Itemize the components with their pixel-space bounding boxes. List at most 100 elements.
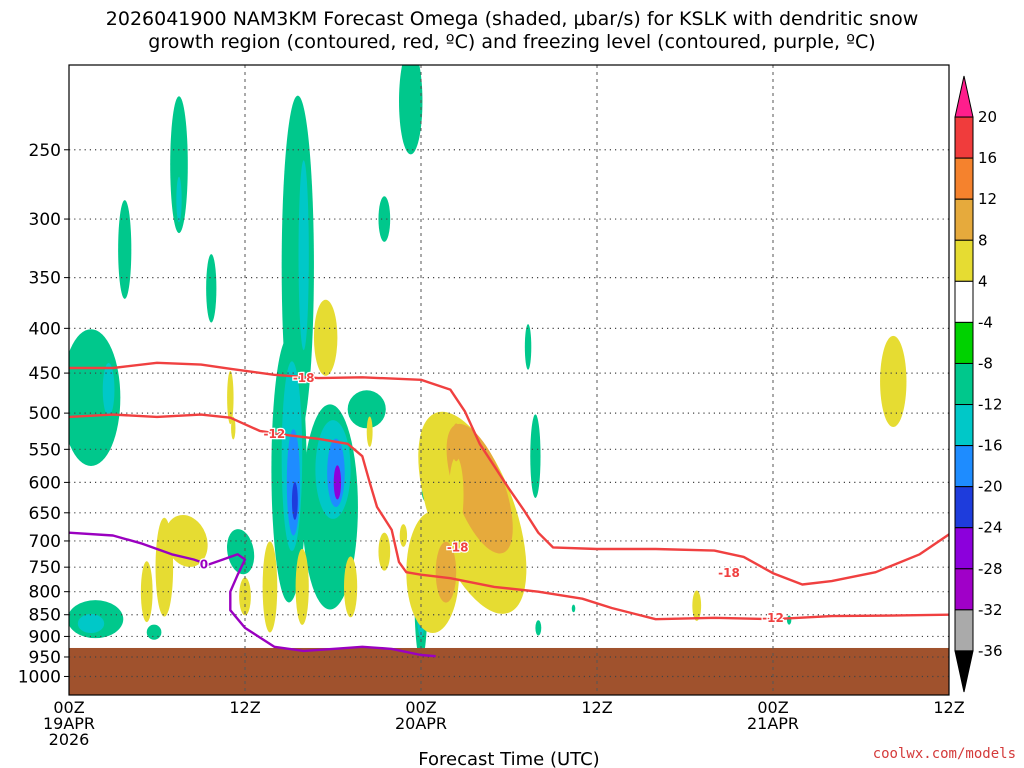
x-tick-label-0-1: 19APR: [43, 714, 95, 733]
omega-shade-region-37: [448, 456, 464, 533]
omega-shade-region-35: [406, 511, 460, 633]
omega-shade-region-38: [451, 423, 461, 462]
y-tick-label-1000: 1000: [18, 667, 61, 687]
colorbar-swatch-12: [954, 568, 974, 611]
credit-text: coolwx.com/models: [872, 746, 1016, 762]
colorbar-top-arrow: [954, 75, 974, 118]
omega-shade-region-44: [239, 577, 251, 616]
colorbar-label-7: -12: [978, 396, 1003, 414]
omega-shade-region-49: [378, 532, 391, 571]
colorbar-swatch-11: [954, 527, 974, 570]
chart-title-line-1: 2026041900 NAM3KM Forecast Omega (shaded…: [105, 8, 919, 30]
colorbar-label-9: -20: [978, 478, 1003, 496]
contour-labels: -18 -12 -18 -18 -12 0: [199, 370, 786, 626]
colorbar-label-5: -4: [978, 313, 993, 331]
freezing-level-line: [69, 531, 436, 658]
y-tick-label-900: 900: [29, 627, 61, 647]
x-tick-label-5-0: 12Z: [933, 698, 964, 717]
y-tick-label-550: 550: [29, 440, 61, 460]
x-tick-label-0-2: 2026: [49, 730, 90, 749]
omega-shade-region-52: [231, 416, 236, 440]
isotherm-line--18-0: [69, 361, 949, 586]
y-tick-label-600: 600: [29, 473, 61, 493]
contour-label-5: 0: [200, 558, 208, 572]
colorbar-swatch-6: [954, 321, 974, 364]
colorbar-label-11: -28: [978, 560, 1003, 578]
omega-shade-region-54: [880, 335, 907, 428]
omega-shade-region-42: [165, 514, 208, 567]
omega-shade-region-11: [298, 160, 309, 351]
omega-shade-region-51: [366, 416, 373, 447]
y-tick-label-950: 950: [29, 648, 61, 668]
colorbar-label-8: -16: [978, 437, 1003, 455]
x-axis-label: Forecast Time (UTC): [418, 749, 599, 768]
x-tick-label-0-0: 00Z: [53, 698, 84, 717]
omega-shade-region-21: [399, 65, 423, 155]
omega-shade-region-19: [333, 465, 342, 500]
colorbar-swatch-9: [954, 445, 974, 488]
contour-label-1: -12: [263, 427, 285, 441]
colorbar-label-12: -32: [978, 601, 1003, 619]
y-tick-label-650: 650: [29, 504, 61, 524]
omega-shade-region-3: [176, 176, 182, 223]
omega-shade-region-53: [692, 590, 702, 621]
y-tick-label-800: 800: [29, 583, 61, 603]
y-tick-label-400: 400: [29, 319, 61, 339]
y-tick-label-500: 500: [29, 404, 61, 424]
colorbar-swatch-5: [954, 280, 974, 323]
colorbar-label-0: 20: [978, 108, 997, 126]
y-tick-label-750: 750: [29, 558, 61, 578]
omega-shade-region-36: [435, 541, 457, 603]
omega-shade-region-1: [170, 96, 188, 234]
y-tick-label-350: 350: [29, 269, 61, 289]
omega-shade-region-34: [446, 423, 513, 554]
colorbar-swatch-3: [954, 198, 974, 241]
omega-shade-region-45: [262, 541, 278, 633]
x-tick-label-4-0: 00Z: [757, 698, 788, 717]
y-tick-label-700: 700: [29, 532, 61, 552]
contour-label-2: -18: [447, 540, 469, 554]
contour-label-0: -18: [293, 371, 315, 385]
colorbar-bottom-arrow: [954, 650, 974, 693]
omega-shade-region-39: [313, 299, 338, 376]
colorbar-label-3: 8: [978, 231, 988, 249]
colorbar-label-1: 16: [978, 149, 997, 167]
colorbar-swatch-10: [954, 486, 974, 529]
colorbar-swatch-4: [954, 239, 974, 282]
omega-shade-region-22: [378, 196, 391, 242]
colorbar-swatch-13: [954, 609, 974, 652]
omega-shade-region-4: [69, 329, 121, 466]
omega-shade-region-2: [206, 254, 217, 323]
colorbar-swatch-7: [954, 362, 974, 406]
omega-shading: [69, 65, 907, 661]
contour-label-3: -18: [718, 566, 740, 580]
omega-shade-region-50: [399, 524, 408, 547]
y-tick-label-250: 250: [29, 141, 61, 161]
omega-shade-region-40: [227, 371, 234, 425]
omega-shade-region-9: [227, 529, 255, 575]
y-tick-label-300: 300: [29, 210, 61, 230]
colorbar: 20 16 12 8 4 -4 -8 -12 -16 -20 -24 -28 -32 -36: [954, 75, 1003, 693]
omega-shade-region-43: [140, 561, 153, 623]
omega-shade-region-28: [524, 324, 532, 370]
x-tick-label-1-0: 12Z: [229, 698, 260, 717]
ground-surface: [69, 647, 949, 695]
omega-shade-region-7: [77, 614, 105, 634]
colorbar-label-13: -36: [978, 642, 1003, 660]
contour-label-4: -12: [762, 611, 784, 625]
omega-shade-region-5: [102, 363, 115, 417]
isotherm-line--12-1: [69, 413, 949, 621]
omega-shade-region-32: [786, 615, 792, 625]
colorbar-label-6: -8: [978, 354, 993, 372]
omega-shade-region-20: [347, 390, 386, 429]
omega-shade-region-8: [146, 624, 162, 640]
x-tick-label-3-0: 12Z: [581, 698, 612, 717]
colorbar-swatch-1: [954, 116, 974, 159]
colorbar-label-4: 4: [978, 272, 988, 290]
omega-shade-region-48: [344, 556, 358, 618]
omega-shade-region-31: [571, 604, 576, 613]
omega-shade-region-15: [291, 481, 298, 520]
y-axis: 2503003504004505005506006507007508008509…: [18, 141, 69, 687]
